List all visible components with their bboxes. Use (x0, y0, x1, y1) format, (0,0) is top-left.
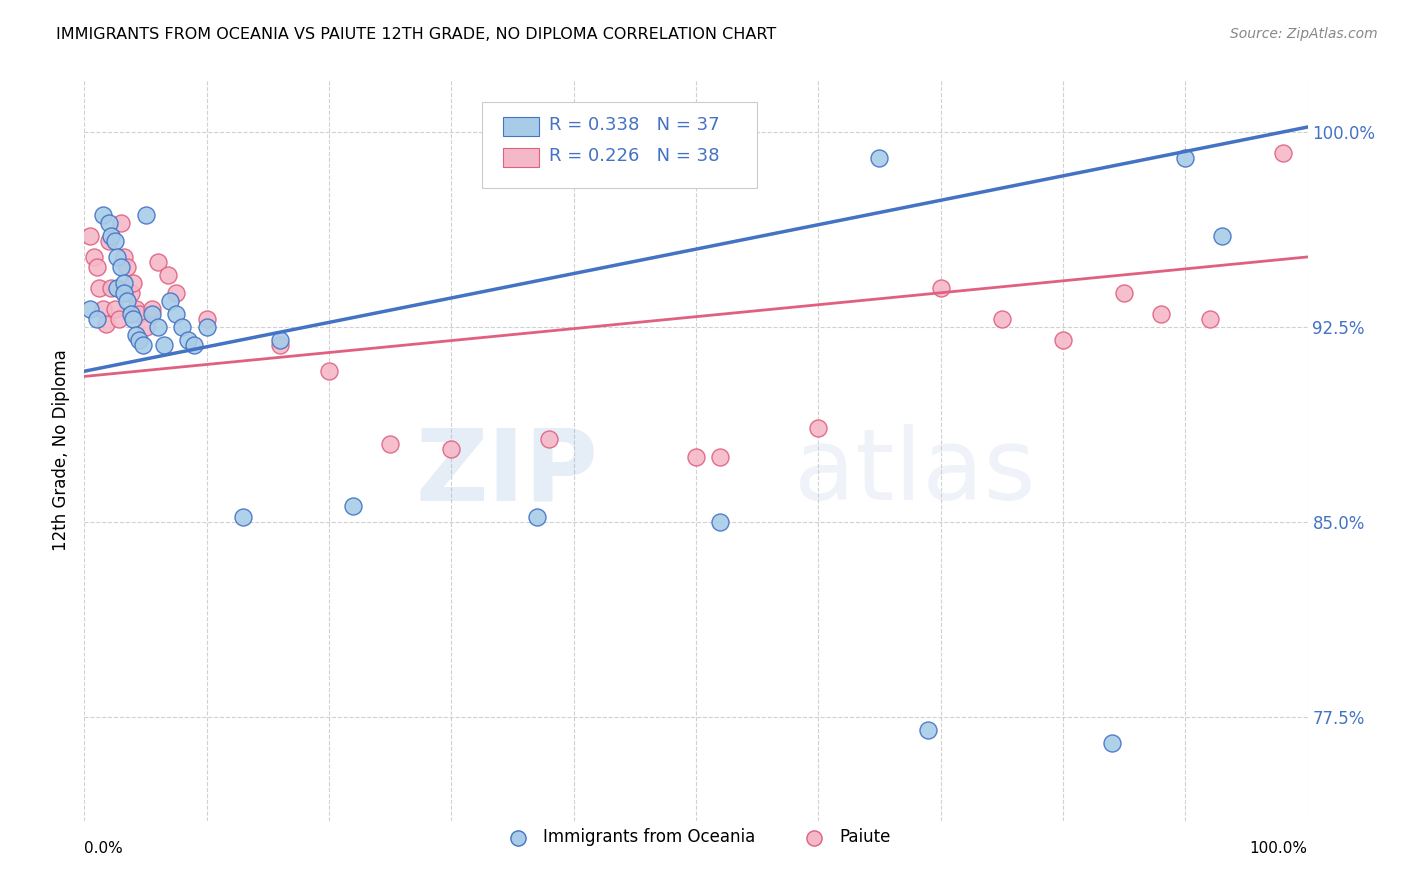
Point (96, 318, 118, 332)
Point (86, 260, 108, 275)
Point (79, 229, 101, 244)
Point (100, 281, 122, 295)
Point (269, 338, 291, 352)
Text: R = 0.338   N = 37: R = 0.338 N = 37 (550, 116, 720, 134)
Bar (503, 117, 540, 136)
Text: R = 0.226   N = 38: R = 0.226 N = 38 (550, 147, 720, 165)
Text: 100.0%: 100.0% (1250, 841, 1308, 856)
Point (156, 268, 179, 282)
Point (1101, 736, 1123, 750)
Point (232, 509, 254, 524)
Point (79, 301, 101, 316)
Text: 0.0%: 0.0% (84, 841, 124, 856)
Text: IMMIGRANTS FROM OCEANIA VS PAIUTE 12TH GRADE, NO DIPLOMA CORRELATION CHART: IMMIGRANTS FROM OCEANIA VS PAIUTE 12TH G… (56, 27, 776, 42)
Point (342, 500, 364, 514)
Point (97, 235, 120, 249)
Point (869, 151, 891, 165)
Point (115, 294, 138, 309)
Point (132, 338, 155, 352)
Point (104, 301, 127, 316)
Point (526, 509, 548, 524)
Point (991, 312, 1014, 326)
Point (183, 338, 205, 352)
Point (110, 216, 132, 230)
Point (125, 301, 148, 316)
Point (318, 364, 340, 378)
Point (112, 250, 135, 264)
Point (135, 320, 157, 334)
Point (685, 450, 707, 464)
Point (146, 255, 169, 269)
Point (177, 333, 200, 347)
Point (97, 216, 120, 230)
Point (165, 307, 187, 321)
Point (165, 286, 187, 301)
Point (917, 723, 939, 737)
Point (100, 229, 122, 244)
Point (112, 286, 135, 301)
Point (122, 276, 145, 290)
Point (269, 333, 291, 347)
Point (128, 333, 150, 347)
Point (1211, 229, 1233, 244)
Point (120, 307, 142, 321)
Point (86, 312, 108, 326)
Point (141, 301, 163, 316)
Point (709, 450, 731, 464)
Point (115, 260, 138, 275)
Point (125, 327, 148, 342)
Point (146, 320, 169, 334)
Point (120, 286, 142, 301)
Text: atlas: atlas (794, 425, 1035, 521)
Point (1272, 146, 1295, 161)
Point (87, 281, 110, 295)
Point (110, 260, 132, 275)
Point (122, 312, 145, 326)
Bar (503, 148, 540, 167)
Point (1052, 333, 1074, 347)
Point (104, 235, 127, 249)
Point (141, 307, 163, 321)
Point (135, 208, 157, 222)
Point (153, 338, 176, 352)
Point (1174, 151, 1197, 165)
Point (929, 281, 952, 295)
Point (128, 307, 150, 321)
Point (440, 442, 463, 457)
Point (1114, 286, 1136, 301)
Point (91, 208, 114, 222)
Text: Source: ZipAtlas.com: Source: ZipAtlas.com (1230, 27, 1378, 41)
Point (195, 312, 218, 326)
Point (709, 515, 731, 529)
Point (172, 320, 194, 334)
Point (159, 294, 181, 309)
FancyBboxPatch shape (482, 103, 758, 187)
Point (83, 250, 105, 264)
Point (807, 421, 830, 435)
Point (538, 432, 561, 446)
Point (107, 312, 129, 326)
Y-axis label: 12th Grade, No Diploma: 12th Grade, No Diploma (52, 350, 70, 551)
Point (380, 437, 402, 451)
Point (112, 276, 135, 290)
Point (91, 301, 114, 316)
Text: ZIP: ZIP (415, 425, 598, 521)
Point (105, 281, 128, 295)
Point (1198, 312, 1220, 326)
Legend: Immigrants from Oceania, Paiute: Immigrants from Oceania, Paiute (495, 822, 897, 853)
Point (195, 320, 218, 334)
Point (105, 250, 128, 264)
Point (1150, 307, 1173, 321)
